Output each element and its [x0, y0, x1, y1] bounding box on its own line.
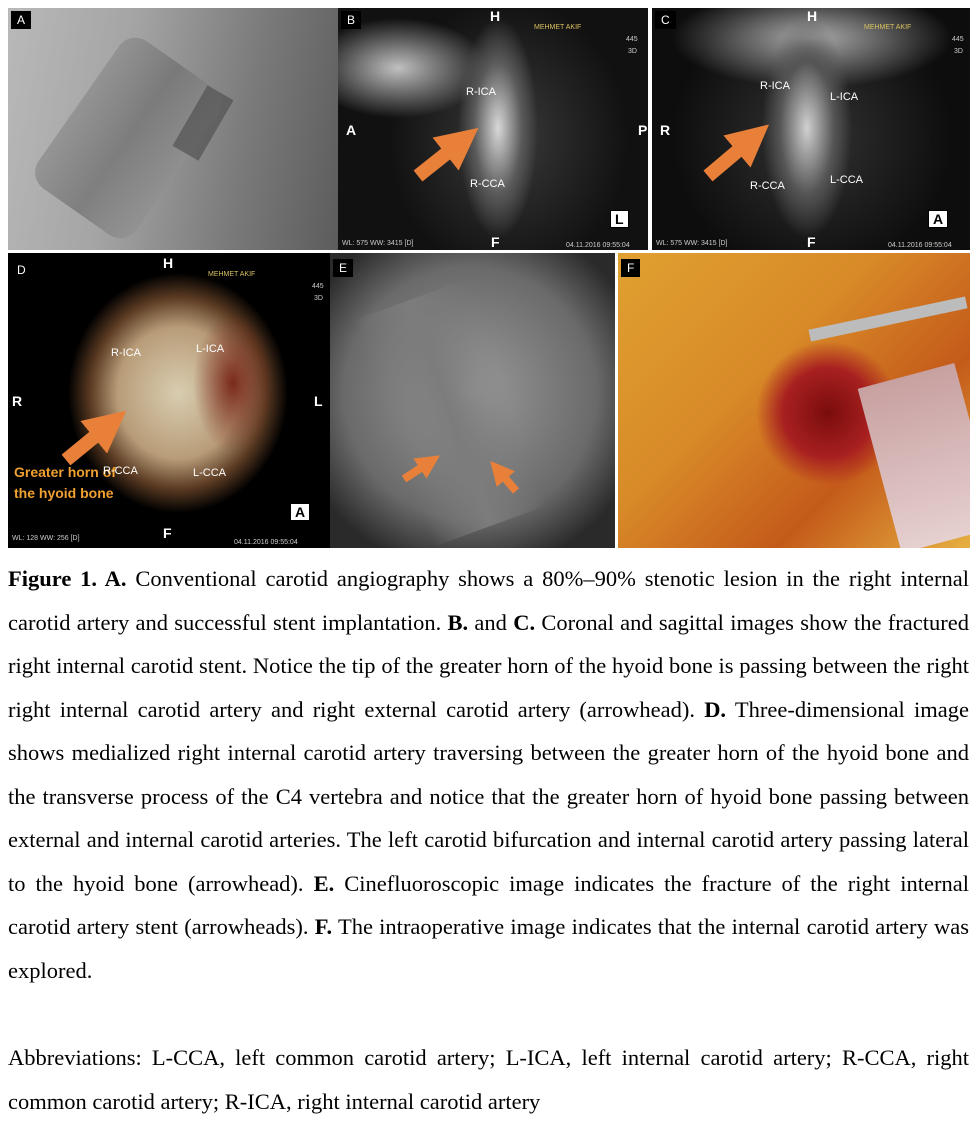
panel-c: C H MEHMET AKIF 445 3D R-ICA L-ICA R R-C… — [652, 8, 970, 250]
orientation-box: L — [610, 210, 629, 228]
panel-letter: A — [11, 11, 32, 29]
figure-caption: Figure 1. A. Conventional carotid angiog… — [8, 557, 969, 992]
orientation-label: P — [638, 122, 648, 138]
caption-label: C. — [513, 609, 536, 635]
vessel-label: R-CCA — [750, 180, 785, 192]
vessel-label: L-ICA — [830, 91, 859, 103]
caption-label: Figure 1. A. — [8, 566, 127, 591]
info: 04.11.2016 09:55:04 — [566, 242, 630, 249]
caption-text: The intraoperative image indicates that … — [8, 914, 970, 983]
orientation-box: A — [928, 210, 949, 228]
panel-d: D H MEHMET AKIF 445 3D R-ICA L-ICA R L G… — [8, 253, 330, 548]
info: 04.11.2016 09:55:04 — [888, 242, 952, 249]
panel-letter: F — [621, 259, 641, 277]
orientation-label: H — [807, 8, 818, 24]
caption-text: Coronal and sagittal images show the fra… — [8, 609, 969, 722]
patient-name: MEHMET AKIF — [208, 271, 256, 278]
info: 3D — [314, 295, 323, 302]
info: WL: 575 WW: 3415 [D] — [656, 240, 728, 247]
orientation-label: F — [491, 234, 500, 250]
vessel-label: L-CCA — [193, 467, 227, 479]
info: 3D — [628, 48, 637, 55]
vessel-label: R-CCA — [470, 178, 505, 190]
orientation-label: F — [163, 525, 172, 541]
orientation-label: L — [314, 393, 323, 409]
info: 445 — [626, 36, 638, 43]
caption-label: E. — [313, 870, 335, 896]
orientation-label: H — [490, 8, 501, 24]
panel-e: E — [330, 253, 615, 548]
orientation-label: R — [660, 122, 671, 138]
panel-letter: C — [655, 11, 676, 29]
panel-letter: D — [11, 261, 32, 279]
orientation-label: R — [12, 393, 23, 409]
info: 04.11.2016 09:55:04 — [234, 539, 298, 546]
orientation-box: A — [290, 503, 311, 521]
caption-text: Three-dimensional image shows medialized… — [8, 696, 969, 896]
patient-name: MEHMET AKIF — [864, 24, 912, 31]
caption-label: F. — [314, 914, 333, 939]
panel-f: F — [618, 253, 970, 548]
vessel-label: R-ICA — [760, 80, 790, 92]
caption-text: and — [468, 609, 514, 635]
vessel-label: L-ICA — [196, 343, 225, 355]
panel-b: B H MEHMET AKIF 445 3D R-ICA A P R-CCA L… — [338, 8, 648, 250]
vessel-label: R-CCA — [103, 465, 138, 477]
caption-text: Cinefluoroscopic image indicates the fra… — [8, 870, 970, 940]
vessel-label: R-ICA — [466, 86, 496, 98]
panel-letter: B — [341, 11, 362, 29]
panel-a: A — [8, 8, 338, 250]
patient-name: MEHMET AKIF — [534, 24, 582, 31]
abbreviations: Abbreviations: L-CCA, left common caroti… — [8, 1045, 969, 1114]
annotation: Greater horn of the hyoid bone — [14, 464, 116, 501]
caption-label: B. — [447, 609, 469, 635]
info: WL: 575 WW: 3415 [D] — [342, 240, 414, 247]
info: WL: 128 WW: 256 [D] — [12, 535, 80, 542]
panel-letter: E — [333, 259, 354, 277]
vessel-label: L-CCA — [830, 174, 864, 186]
orientation-label: A — [346, 122, 357, 138]
vessel-label: R-ICA — [111, 347, 141, 359]
info: 445 — [312, 283, 324, 290]
orientation-label: F — [807, 234, 816, 250]
info: 3D — [954, 48, 963, 55]
orientation-label: H — [163, 255, 174, 271]
info: 445 — [952, 36, 964, 43]
caption-text: Conventional carotid angiography shows a… — [8, 566, 969, 635]
caption-label: D. — [704, 696, 727, 722]
